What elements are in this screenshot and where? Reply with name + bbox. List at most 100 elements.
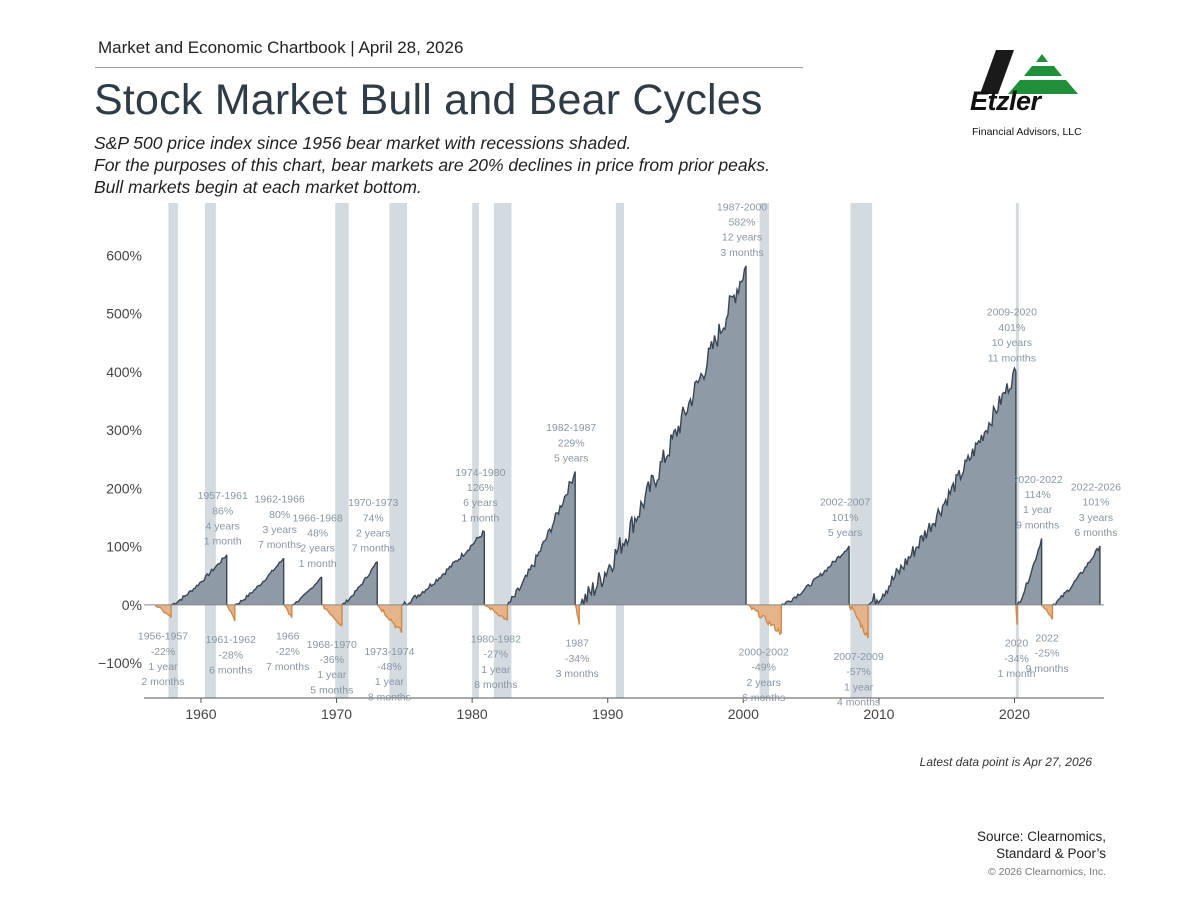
bear-market-label: 1 year [844,681,874,693]
recession-band [759,203,770,698]
bear-market-label: -22% [275,646,300,658]
bull-market-label: 12 years [722,232,762,244]
bull-market-line [506,471,576,606]
x-tick-label: 2000 [728,706,759,722]
bear-market-label: 1 year [317,669,347,681]
bull-market-area [781,546,850,605]
bear-market-line [226,604,236,622]
bull-market-line [291,576,323,606]
bull-market-label: 1 year [1023,504,1053,516]
bear-market-label: 5 months [310,684,353,696]
bear-market-label: 1 year [481,664,511,676]
bull-market-label: 401% [998,322,1025,334]
bull-market-label: 3 years [1079,512,1113,524]
recession-band [335,203,349,698]
bull-market-label: 1 month [461,512,499,524]
subtitle-line: For the purposes of this chart, bear mar… [94,155,770,175]
bear-market-label: 1956-1957 [138,631,188,643]
bull-market-label: 5 years [554,452,588,464]
recession-band [493,203,512,698]
bear-market-label: -48% [377,661,402,673]
recession-band [205,203,216,698]
bull-market-label: 74% [363,512,384,524]
y-tick-label: 100% [106,539,142,555]
bear-market-label: -25% [1035,648,1060,660]
chartbook-header: Market and Economic Chartbook | April 28… [98,38,464,57]
bull-market-area [171,554,227,605]
bull-market-line [341,561,378,606]
bull-market-label: 9 months [1016,519,1059,531]
recession-band [472,203,479,698]
logo-wordmark: Etzler [970,86,1041,116]
bear-market-label: 4 months [837,697,880,709]
bull-market-line [1016,538,1043,606]
bull-market-label: 1987-2000 [717,201,767,213]
bull-market-label: 1 month [204,536,242,548]
bear-market-label: 1 year [375,676,405,688]
bull-market-label: 3 years [262,524,296,536]
bull-market-line [1052,545,1101,606]
bear-market-label: 1961-1962 [206,634,256,646]
bear-market-label: 6 months [742,692,785,704]
bull-market-label: 2020-2022 [1013,474,1063,486]
bear-market-line [283,604,293,618]
bull-market-area [507,471,576,605]
bear-market-area [154,604,172,618]
bull-market-area [291,576,322,605]
bull-market-label: 7 months [352,543,395,555]
bear-market-label: 6 months [209,665,252,677]
bull-market-label: 126% [467,482,494,494]
bull-market-area [579,265,747,605]
bull-market-label: 2022-2026 [1071,481,1121,493]
bull-market-label: 1974-1980 [455,467,505,479]
bear-market-label: 9 months [1025,663,1068,675]
y-tick-label: 0% [122,597,142,613]
bull-market-area [1017,538,1042,605]
bear-market-label: 2020 [1005,638,1029,650]
x-tick-label: 1980 [457,706,488,722]
bear-market-label: 1966 [276,631,300,643]
y-tick-label: 400% [106,364,142,380]
subtitle-line: S&P 500 price index since 1956 bear mark… [94,133,632,153]
bull-market-label: 2 years [356,528,390,540]
bull-market-line [780,545,850,606]
bear-market-line [154,604,172,619]
bull-market-label: 10 years [992,337,1032,349]
bear-market-line [483,604,508,621]
y-tick-label: 500% [106,306,142,322]
source-line: Standard & Poor’s [996,846,1106,861]
bear-market-line [746,604,782,636]
bear-market-label: 1 month [998,668,1036,680]
recession-band [615,203,624,698]
y-tick-label: 300% [106,422,142,438]
source-note: Source: Clearnomics, Standard & Poor’s [977,828,1106,862]
bull-market-label: 7 months [258,539,301,551]
bear-market-label: 8 months [474,679,517,691]
bear-market-line [321,604,343,627]
bear-market-label: 2022 [1035,632,1059,644]
bear-market-label: -28% [219,649,244,661]
bear-market-label: -36% [320,654,345,666]
bull-market-label: 11 months [988,352,1036,364]
x-tick-label: 2010 [863,706,894,722]
source-line: Source: Clearnomics, [976,829,1106,844]
bear-market-label: 2 years [746,677,780,689]
bear-market-label: -34% [1004,653,1029,665]
bear-market-label: -49% [751,662,776,674]
bull-market-line [401,530,485,606]
bull-market-area [341,561,378,605]
logo-tagline: Financial Advisors, LLC [972,126,1082,138]
bull-market-label: 1957-1961 [198,490,248,502]
bull-market-label: 6 years [463,497,497,509]
x-tick-label: 1970 [321,706,352,722]
bear-market-area [1041,604,1053,620]
bull-market-label: 4 years [205,521,239,533]
bull-market-label: 101% [832,512,859,524]
bull-market-label: 2009-2020 [987,307,1037,319]
subtitle-line: Bull markets begin at each market bottom… [94,177,422,197]
page-title: Stock Market Bull and Bear Cycles [94,76,763,124]
recession-band [850,203,873,698]
bear-market-label: 2000-2002 [739,646,789,658]
bear-market-label: 7 months [266,661,309,673]
